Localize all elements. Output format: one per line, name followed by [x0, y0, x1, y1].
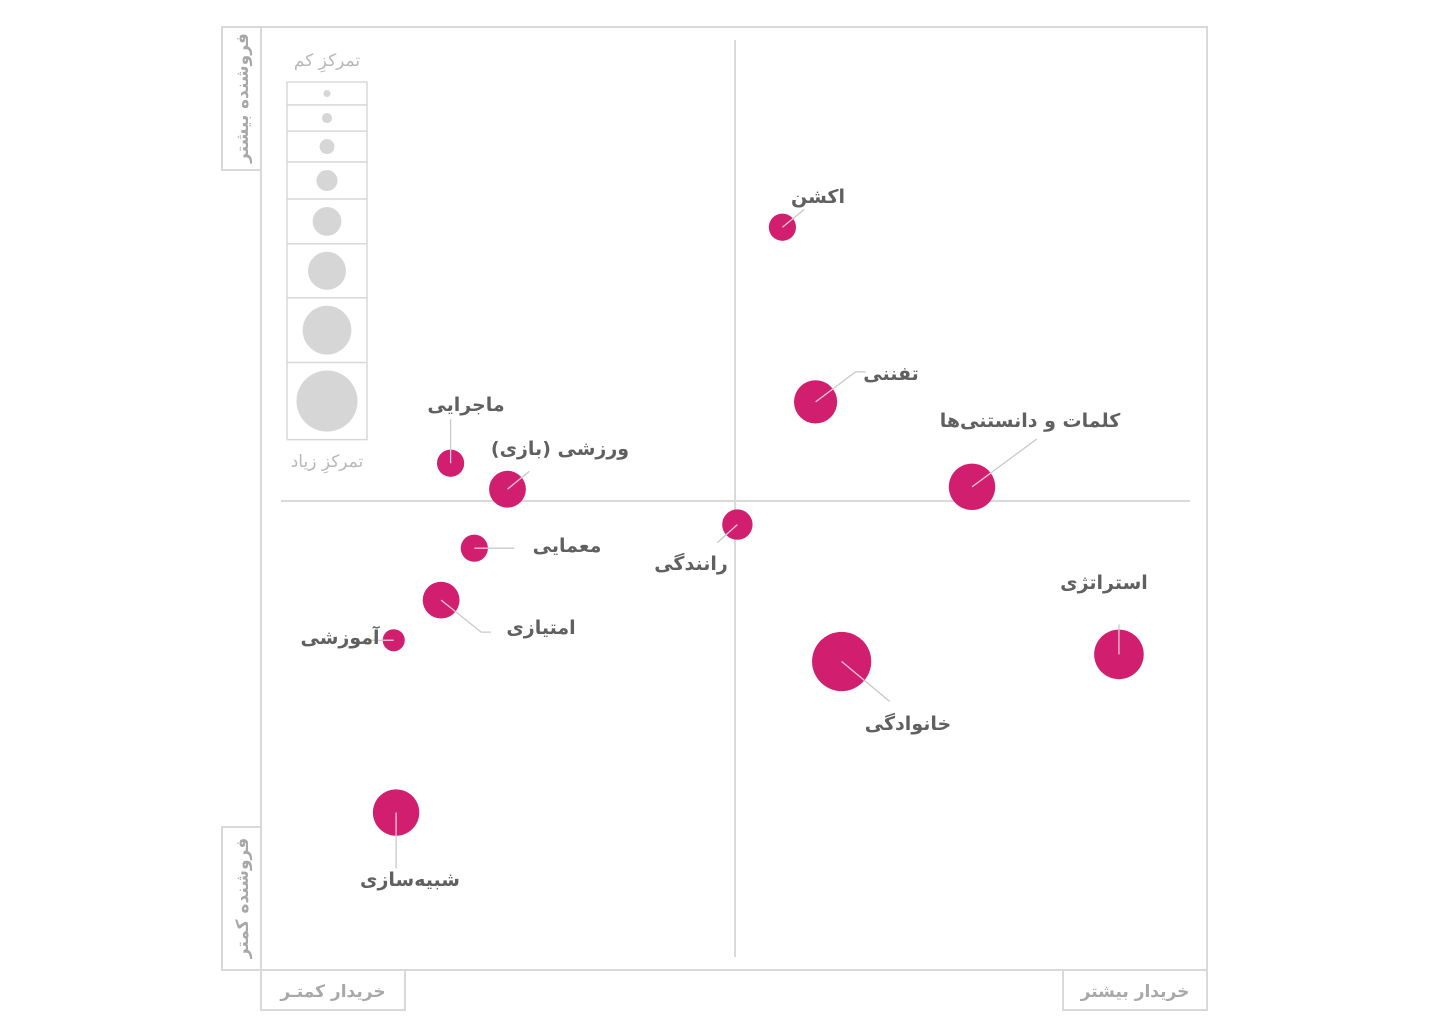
legend-dot-2	[321, 113, 333, 124]
bubble-label: معمایی	[533, 535, 602, 557]
bubble-label: رانندگی	[654, 552, 728, 575]
leader-inner	[440, 599, 456, 613]
legend-bottom-label: تمرکزِ زیاد	[291, 452, 364, 474]
legend-dot-8	[296, 370, 358, 432]
x-axis-low-label: خریدار کمتـر	[279, 982, 385, 1002]
legend-dot-4	[316, 170, 338, 192]
bubble-labels: اکشن تفننی کلمات و دانستنی‌ها ماجرایی ورزشی …	[300, 186, 1147, 891]
leader-inner	[815, 388, 834, 403]
legend-dot-3	[319, 139, 335, 154]
bubble-label: آموزشی	[300, 625, 380, 649]
bubble-label: استراتژی	[1060, 572, 1148, 594]
bubble-label: کلمات و دانستنی‌ها	[940, 410, 1122, 432]
y-axis-high-label: فروشنده بیشتر	[233, 33, 253, 164]
legend-dot-7	[302, 305, 352, 355]
legend-dot-1	[323, 90, 331, 97]
leader-inner	[725, 524, 738, 536]
bubble-label: تفننی	[863, 363, 919, 385]
bubbles	[372, 213, 1144, 836]
y-high-label-box: فروشنده بیشتر	[221, 26, 262, 171]
y-low-label-box: فروشنده کمتر	[221, 826, 262, 971]
x-axis-high-label: خریدار بیشتر	[1080, 982, 1190, 1002]
bubble-label: شبیه‌سازی	[360, 869, 460, 891]
legend-dot-5	[312, 207, 342, 236]
legend-top-label: تمرکزِ کم	[294, 51, 360, 73]
x-low-label-box: خریدار کمتـر	[260, 969, 406, 1011]
bubble-label: ماجرایی	[427, 394, 504, 416]
leader-inner	[507, 477, 523, 490]
size-legend: تمرکزِ کم تمرکزِ زیاد	[286, 51, 368, 474]
bubble-label: امتیازی	[506, 617, 575, 639]
bubble-label: خانوادگی	[865, 712, 951, 735]
y-axis-low-label: فروشنده کمتر	[233, 838, 253, 960]
bubble-label: ورزشی (بازی)	[491, 438, 629, 460]
legend-dot-6	[308, 251, 346, 290]
x-high-label-box: خریدار بیشتر	[1062, 969, 1208, 1011]
leader-inner	[971, 472, 992, 488]
chart-frame	[260, 26, 1208, 971]
leader-inner	[841, 660, 865, 681]
bubble-label: اکشن	[791, 186, 845, 208]
leader-inner	[781, 218, 794, 228]
